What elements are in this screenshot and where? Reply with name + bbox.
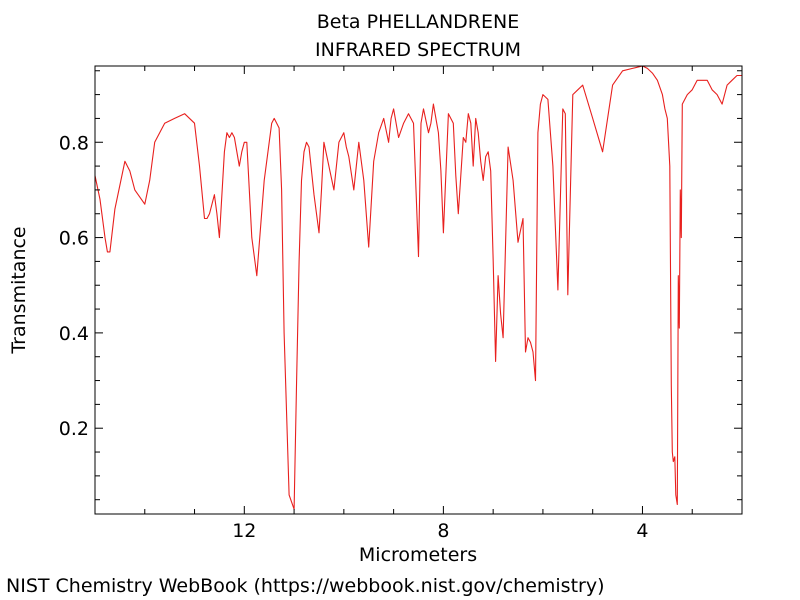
y-tick-label: 0.4 — [59, 323, 89, 345]
plot-frame — [94, 65, 743, 515]
y-axis-label: Transmitance — [8, 226, 30, 354]
x-axis-label: Micrometers — [359, 544, 477, 566]
chart-subtitle: INFRARED SPECTRUM — [315, 39, 521, 61]
spectrum-line-0 — [95, 66, 742, 510]
y-tick-label: 0.2 — [59, 418, 89, 440]
x-tick-label: 4 — [636, 520, 648, 542]
x-tick-label: 8 — [437, 520, 449, 542]
x-tick-label: 12 — [232, 520, 256, 542]
y-tick-label: 0.6 — [59, 228, 89, 250]
chart-title: Beta PHELLANDRENE — [317, 11, 519, 33]
y-tick-label: 0.8 — [59, 132, 89, 154]
plot-area: 12 8 4 0.2 0.4 0.6 0.8 — [59, 65, 743, 542]
source-credit: NIST Chemistry WebBook (https://webbook.… — [6, 575, 605, 597]
